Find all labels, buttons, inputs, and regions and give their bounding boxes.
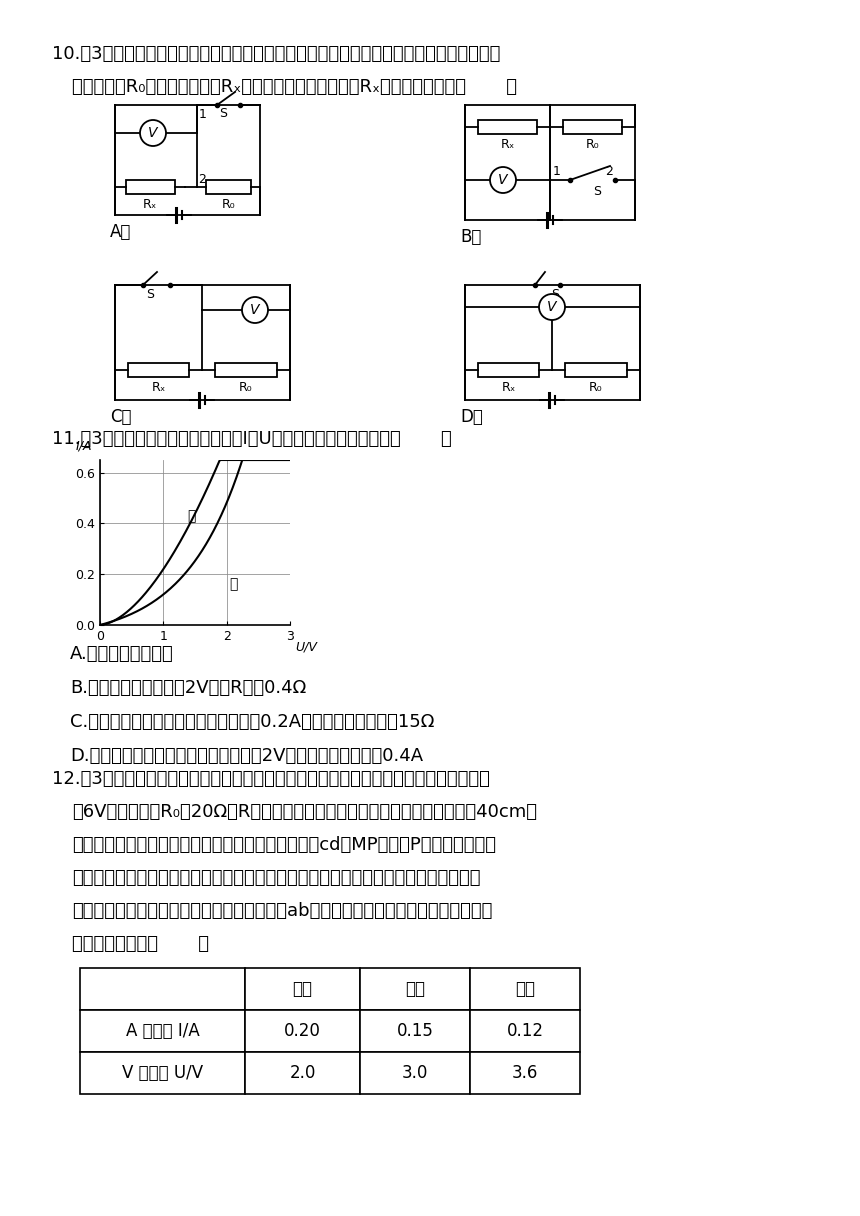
Text: 0.15: 0.15 — [396, 1021, 433, 1040]
Bar — [245, 968, 360, 1010]
Text: 甲: 甲 — [187, 508, 196, 523]
Bar — [565, 364, 627, 377]
Bar — [128, 364, 189, 377]
Text: 3.0: 3.0 — [402, 1064, 428, 1082]
Bar — [80, 1052, 245, 1094]
Text: R₀: R₀ — [239, 381, 253, 394]
Text: 接触良好，电阔不计。小明用该测量仪对小聪、小英和小亮的身高进行了测量，其数据: 接触良好，电阔不计。小明用该测量仪对小聪、小英和小亮的身高进行了测量，其数据 — [72, 869, 481, 886]
Text: 10.（3分）某同学在没有电流表的情况下（电源电压未知但不变），利用电压表和已知阔值: 10.（3分）某同学在没有电流表的情况下（电源电压未知但不变），利用电压表和已知… — [52, 45, 501, 63]
Text: 0.20: 0.20 — [284, 1021, 321, 1040]
Bar — [80, 968, 245, 1010]
Bar — [245, 1052, 360, 1094]
Text: 2.0: 2.0 — [289, 1064, 316, 1082]
Text: B.当电阔甲两端电压为2V时，R甲＝0.4Ω: B.当电阔甲两端电压为2V时，R甲＝0.4Ω — [70, 679, 306, 697]
Text: I/A: I/A — [76, 439, 92, 452]
Text: 1: 1 — [199, 108, 207, 122]
Bar — [206, 180, 250, 195]
Text: V: V — [250, 303, 260, 317]
Text: A.电阔乙为定値电阔: A.电阔乙为定値电阔 — [70, 644, 174, 663]
Circle shape — [140, 120, 166, 146]
Text: A 表示数 I/A: A 表示数 I/A — [126, 1021, 200, 1040]
Text: 的定値电阔R₀，测量未知电阔Rₓ阔值，图中不能实现测量Rₓ阔值的电路图是（       ）: 的定値电阔R₀，测量未知电阔Rₓ阔值，图中不能实现测量Rₓ阔值的电路图是（ ） — [72, 78, 517, 96]
Text: 小聪: 小聪 — [292, 980, 312, 998]
Text: D．: D． — [460, 409, 482, 426]
Text: 其接入电路的电阔与接入电路的棒长成正比；金属杆cd和MP（右端P是滑片）与电路: 其接入电路的电阔与接入电路的棒长成正比；金属杆cd和MP（右端P是滑片）与电路 — [72, 837, 496, 854]
Bar — [562, 120, 623, 134]
Text: Rₓ: Rₓ — [143, 198, 157, 212]
Bar — [215, 364, 277, 377]
Text: 11.（3分）如图所示是电阔甲和乙的I－U图象，下列说法正确的是（       ）: 11.（3分）如图所示是电阔甲和乙的I－U图象，下列说法正确的是（ ） — [52, 430, 452, 447]
Bar — [478, 364, 539, 377]
Text: V: V — [148, 126, 157, 140]
Text: 乙: 乙 — [229, 578, 237, 591]
Text: 2: 2 — [198, 173, 206, 186]
Text: S: S — [146, 288, 154, 302]
Text: 为6V，保护电阔R₀＝20Ω；R是一只固定着的、竖直放置的硬电阔棒、总长为40cm，: 为6V，保护电阔R₀＝20Ω；R是一只固定着的、竖直放置的硬电阔棒、总长为40c… — [72, 803, 537, 821]
Text: 下说法错误的是（       ）: 下说法错误的是（ ） — [72, 935, 209, 953]
Circle shape — [539, 294, 565, 320]
Text: C.只将电阔甲和乙串联，若电路电流为0.2A时，则电路总电阔为15Ω: C.只将电阔甲和乙串联，若电路电流为0.2A时，则电路总电阔为15Ω — [70, 713, 434, 731]
Bar — [245, 1010, 360, 1052]
Text: S: S — [551, 288, 559, 302]
Bar — [126, 180, 175, 195]
Text: U/V: U/V — [295, 641, 317, 653]
Text: R₀: R₀ — [589, 381, 603, 394]
Text: V: V — [498, 173, 507, 187]
Text: 1: 1 — [553, 165, 561, 178]
Bar — [360, 1052, 470, 1094]
Bar — [470, 968, 580, 1010]
Text: 12.（3分）如图所示是小明设计的一个简易电子身高测量仪的示意图。其中，电源电压恒: 12.（3分）如图所示是小明设计的一个简易电子身高测量仪的示意图。其中，电源电压… — [52, 770, 490, 788]
Text: 0.12: 0.12 — [507, 1021, 544, 1040]
Text: 见下表。若已知小英测量时，滑片恰在电阔棒ab的中点位置，根据题中提供的信息，以: 见下表。若已知小英测量时，滑片恰在电阔棒ab的中点位置，根据题中提供的信息，以 — [72, 902, 493, 921]
Bar — [80, 1010, 245, 1052]
Bar — [360, 968, 470, 1010]
Bar — [478, 120, 538, 134]
Text: Rₓ: Rₓ — [501, 137, 514, 151]
Text: 小亮: 小亮 — [515, 980, 535, 998]
Text: Rₓ: Rₓ — [151, 381, 166, 394]
Text: R₀: R₀ — [586, 137, 599, 151]
Text: R₀: R₀ — [222, 198, 236, 212]
Circle shape — [490, 167, 516, 193]
Text: D.只将电阔甲和乙并联，若电源电压为2V时，则电路总电流为0.4A: D.只将电阔甲和乙并联，若电源电压为2V时，则电路总电流为0.4A — [70, 747, 423, 765]
Bar — [470, 1052, 580, 1094]
Text: A．: A． — [110, 223, 132, 241]
Text: V: V — [547, 300, 556, 314]
Text: V 表示数 U/V: V 表示数 U/V — [122, 1064, 203, 1082]
Text: Rₓ: Rₓ — [501, 381, 516, 394]
Text: 2: 2 — [605, 165, 613, 178]
Bar — [470, 1010, 580, 1052]
Text: C．: C． — [110, 409, 132, 426]
Text: S: S — [593, 185, 601, 198]
Circle shape — [242, 297, 268, 323]
Bar — [360, 1010, 470, 1052]
Text: B．: B． — [460, 229, 482, 246]
Text: 小英: 小英 — [405, 980, 425, 998]
Text: 3.6: 3.6 — [512, 1064, 538, 1082]
Text: S: S — [219, 107, 227, 120]
